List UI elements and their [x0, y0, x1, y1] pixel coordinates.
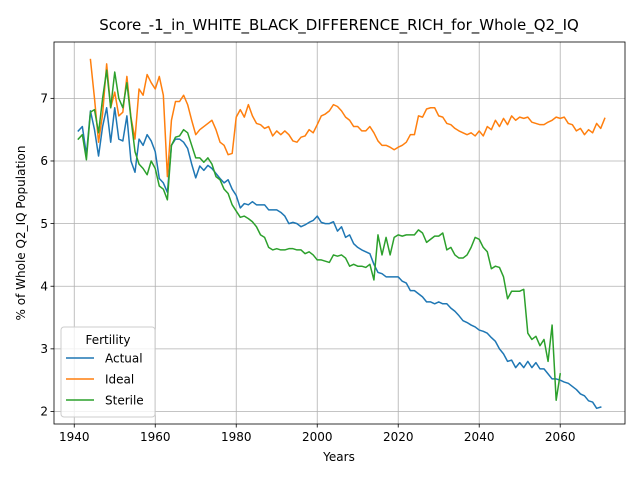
x-tick-label: 2040	[464, 430, 495, 444]
x-tick-label: 2060	[545, 430, 576, 444]
legend-label-ideal: Ideal	[105, 373, 134, 387]
y-tick-label: 2	[40, 405, 48, 419]
x-axis-label: Years	[322, 450, 355, 464]
grid-lines	[54, 42, 625, 424]
legend-box	[60, 326, 156, 418]
x-tick-label: 1940	[59, 430, 90, 444]
x-tick-label: 2020	[383, 430, 414, 444]
x-tick-label: 1980	[221, 430, 252, 444]
series-line-ideal	[89, 58, 606, 178]
series-line-actual	[77, 107, 602, 410]
x-tick-label: 2000	[302, 430, 333, 444]
legend-title: Fertility	[85, 333, 130, 347]
x-axis: 1940 1960 1980 2000 2020 2040 2060	[59, 424, 576, 444]
y-tick-label: 4	[40, 279, 48, 293]
chart-title: Score_-1_in_WHITE_BLACK_DIFFERENCE_RICH_…	[99, 16, 579, 35]
legend-label-actual: Actual	[105, 352, 143, 366]
series-line-sterile	[77, 69, 562, 401]
x-tick-label: 1960	[140, 430, 171, 444]
y-tick-label: 6	[40, 154, 48, 168]
legend-items: Actual Ideal Sterile	[66, 352, 144, 408]
y-tick-label: 3	[40, 342, 48, 356]
y-tick-label: 7	[40, 92, 48, 106]
legend: Fertility Actual Ideal Sterile	[60, 326, 156, 418]
y-axis-label: % of Whole Q2_IQ Population	[14, 146, 28, 321]
y-tick-label: 5	[40, 217, 48, 231]
legend-label-sterile: Sterile	[105, 394, 144, 408]
y-axis: 2 3 4 5 6 7	[40, 92, 54, 419]
plot-frame	[53, 41, 626, 425]
series-lines	[77, 58, 606, 410]
